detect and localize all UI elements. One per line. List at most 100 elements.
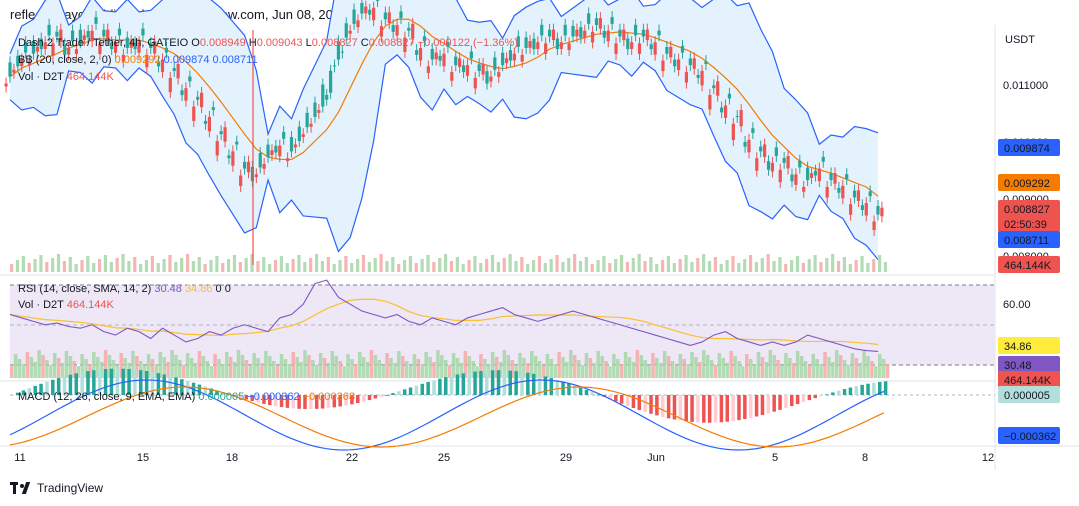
candle-body <box>465 65 470 76</box>
price-label-badge <box>998 174 1060 191</box>
rsi-volume-bar <box>494 357 499 378</box>
candle-body <box>196 96 200 100</box>
macd-histogram-bar <box>361 395 366 402</box>
macd-pane[interactable] <box>9 368 888 451</box>
candle-body <box>469 51 473 59</box>
macd-histogram-bar <box>86 371 90 395</box>
tradingview-footer[interactable]: TradingView <box>10 481 103 495</box>
macd-histogram-bar <box>127 369 131 395</box>
volume-bar <box>490 255 495 272</box>
tradingview-logo-icon <box>10 482 32 494</box>
rsi-volume-bar <box>565 362 569 378</box>
macd-histogram-bar <box>21 390 26 395</box>
candle-body <box>16 55 20 67</box>
volume-bar <box>743 259 747 272</box>
rsi-pane[interactable] <box>9 279 890 378</box>
macd-histogram-bar <box>678 395 683 421</box>
candle-body <box>270 150 274 156</box>
candle-body <box>352 9 356 24</box>
macd-histogram-bar <box>502 370 507 395</box>
candle-body <box>747 139 751 153</box>
macd-histogram-bar <box>467 372 471 395</box>
candle-body <box>583 30 587 38</box>
candle-body <box>723 105 728 118</box>
candle-body <box>473 77 477 89</box>
rsi-volume-bar <box>17 359 22 378</box>
volume-bar <box>848 264 852 272</box>
macd-histogram-bar <box>168 375 172 395</box>
rsi-volume-bar <box>56 358 61 378</box>
candle-body <box>39 38 43 50</box>
candle-body <box>520 54 524 62</box>
volume-bar <box>150 256 154 272</box>
candle-body <box>379 26 384 37</box>
candle-body <box>704 61 708 65</box>
macd-histogram-bar <box>596 394 600 396</box>
candle-body <box>798 160 802 168</box>
rsi-volume-bar <box>29 357 34 378</box>
rsi-volume-bar <box>537 361 542 378</box>
rsi-volume-bar <box>119 353 123 378</box>
rsi-volume-bar <box>795 351 800 378</box>
macd-histogram-bar <box>543 376 548 395</box>
price-label-text: 0.008827 <box>1004 204 1050 216</box>
candle-body <box>368 9 372 15</box>
candle-body <box>446 42 450 47</box>
candle-body <box>199 92 204 108</box>
macd-signal-line <box>9 386 885 448</box>
macd-histogram-bar <box>244 395 249 400</box>
rsi-volume-bar <box>733 356 737 378</box>
candle-body <box>399 11 403 19</box>
volume-bar <box>350 263 354 272</box>
rsi-volume-bar <box>608 366 612 378</box>
time-tick: Jun <box>647 452 665 464</box>
macd-histogram-bar <box>631 395 636 408</box>
candle-body <box>8 62 12 77</box>
rsi-volume-bar <box>256 358 260 378</box>
rsi-volume-bar <box>627 357 632 378</box>
rsi-volume-bar <box>580 365 585 378</box>
volume-bar <box>80 260 84 272</box>
macd-histogram-bar <box>866 383 870 395</box>
candle-body <box>106 29 110 41</box>
rsi-volume-bar <box>334 356 339 378</box>
macd-histogram-bar <box>197 384 202 395</box>
legend-macd: MACD (12, 26, close, 9, EMA, EMA) 0.0000… <box>18 391 355 403</box>
macd-histogram-bar <box>97 369 102 395</box>
rsi-volume-bar <box>361 357 366 378</box>
volume-bar <box>326 257 330 272</box>
candle-body <box>794 174 798 185</box>
macd-histogram-bar <box>696 395 700 423</box>
macd-histogram-bar <box>402 389 407 395</box>
rsi-label-badge <box>998 356 1060 373</box>
volume-bar <box>631 258 635 272</box>
price-label-text: 02:50:39 <box>1004 219 1047 231</box>
candle-body <box>669 46 673 58</box>
macd-histogram-bar <box>250 395 254 402</box>
candle-body <box>497 72 501 77</box>
macd-histogram-bar <box>836 390 841 395</box>
candle-body <box>567 43 571 51</box>
rsi-volume-bar <box>690 352 694 378</box>
candle-body <box>24 42 28 53</box>
rsi-volume-bar <box>885 364 890 378</box>
candle-body <box>536 42 540 49</box>
rsi-volume-bar <box>45 360 49 378</box>
candle-body <box>418 47 423 61</box>
volume-bar <box>748 255 753 272</box>
candle-body <box>434 52 438 60</box>
candle-body <box>411 23 415 39</box>
candle-body <box>673 59 677 67</box>
candle-body <box>321 84 325 107</box>
volume-bar <box>391 257 395 272</box>
rsi-volume-bar <box>686 364 690 378</box>
candle-body <box>778 169 782 183</box>
macd-histogram-bar <box>279 395 284 408</box>
macd-histogram-bar <box>461 373 466 395</box>
macd-histogram-bar <box>473 371 477 395</box>
macd-histogram-bar <box>743 395 747 420</box>
price-label-badge <box>998 139 1060 156</box>
price-pane[interactable] <box>4 0 888 272</box>
rsi-volume-bar <box>416 359 421 378</box>
